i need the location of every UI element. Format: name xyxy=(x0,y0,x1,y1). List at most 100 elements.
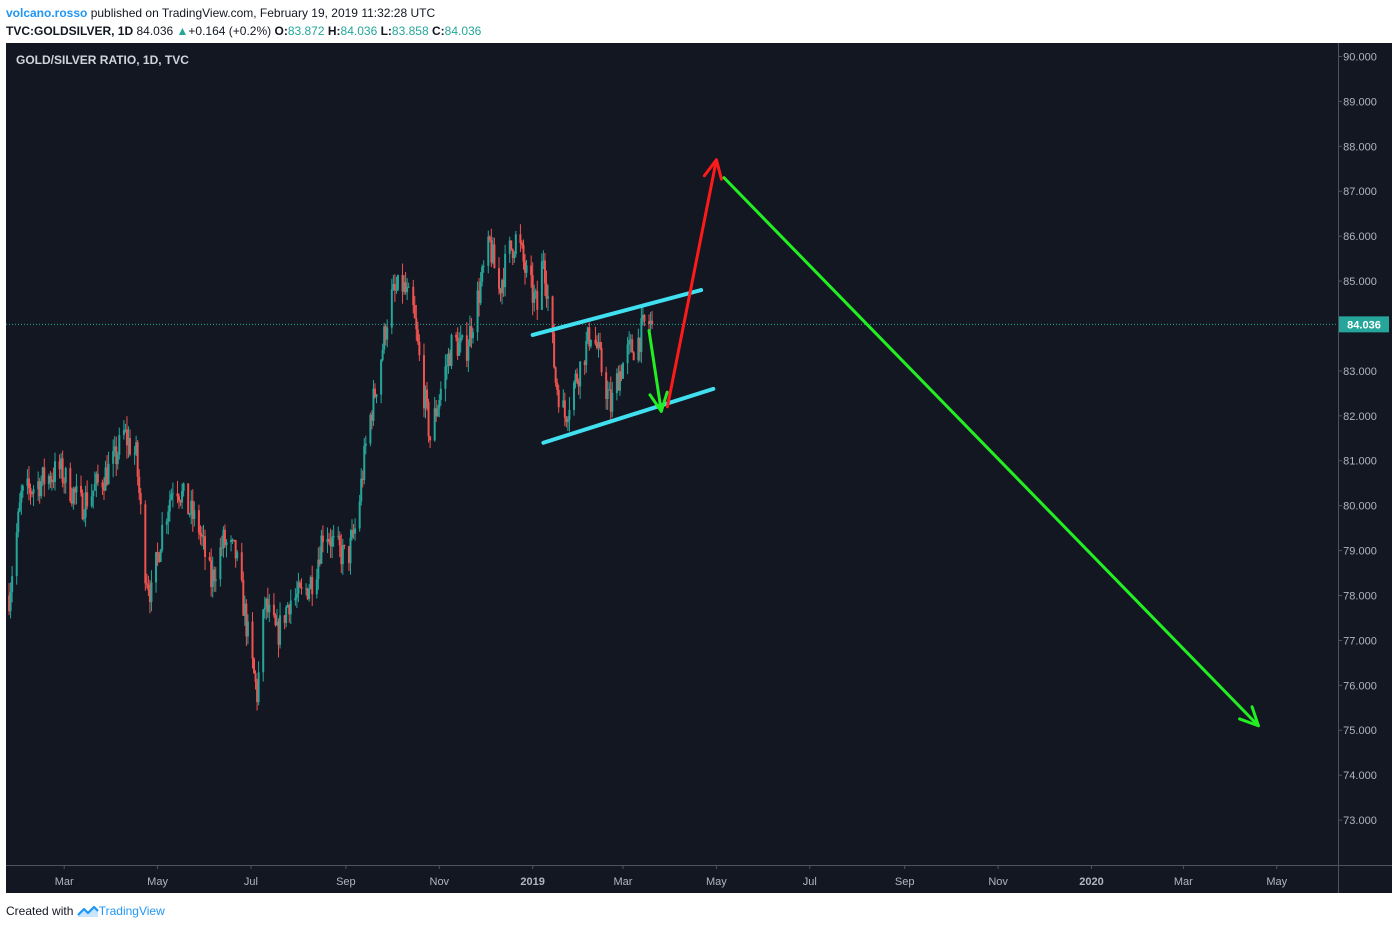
up-arrow-icon: ▲ xyxy=(176,24,189,38)
candle-body xyxy=(337,535,340,537)
candle-body xyxy=(565,417,568,423)
candle-body xyxy=(83,517,86,520)
channel-lower-line[interactable] xyxy=(541,386,716,445)
candle-body xyxy=(294,597,297,601)
channel-upper-line[interactable] xyxy=(530,288,704,337)
candle-body xyxy=(568,409,571,420)
candle-body xyxy=(617,373,620,391)
candle-body xyxy=(648,321,651,324)
candle-body xyxy=(501,280,504,294)
candle-body xyxy=(73,488,76,493)
candle-body xyxy=(615,373,618,394)
candle-body xyxy=(577,381,580,387)
candle-body xyxy=(352,530,355,534)
candle-body xyxy=(622,363,625,379)
candle-body xyxy=(455,334,458,338)
candle-body xyxy=(595,343,598,348)
tradingview-link[interactable]: TradingView xyxy=(98,904,165,918)
arrow-down-small[interactable] xyxy=(647,328,663,413)
symbol-line: TVC:GOLDSILVER, 1D 84.036 ▲+0.164 (+0.2%… xyxy=(6,22,481,40)
candle-body xyxy=(407,286,410,288)
candle-body xyxy=(597,342,600,348)
arrow-down-small-head xyxy=(648,390,669,413)
close-label: C: xyxy=(431,24,445,38)
candle-body xyxy=(321,535,324,543)
candle-body xyxy=(243,603,246,616)
candle-body xyxy=(208,557,211,561)
price-tick-label: 75.000 xyxy=(1343,725,1377,737)
candle-body xyxy=(533,292,536,303)
candle-body xyxy=(361,478,364,481)
published-text: published on TradingView.com, February 1… xyxy=(90,6,436,20)
arrow-down-long[interactable] xyxy=(722,176,1260,728)
candle-body xyxy=(514,234,517,255)
author-link[interactable]: volcano.rosso xyxy=(6,6,88,20)
candle-body xyxy=(433,408,436,441)
candle-body xyxy=(305,588,308,590)
candle-body xyxy=(69,468,72,501)
candle-body xyxy=(279,615,282,645)
candle-body xyxy=(426,389,429,403)
candle-body xyxy=(167,511,170,522)
candle-body xyxy=(272,604,275,616)
candle-body xyxy=(531,275,534,303)
symbol-label: TVC:GOLDSILVER, 1D xyxy=(6,24,134,38)
candle-body xyxy=(606,389,609,400)
candle-body xyxy=(219,547,222,580)
price-axis[interactable] xyxy=(1338,43,1392,865)
candle-body xyxy=(86,492,89,507)
footer: Created with TradingView xyxy=(6,904,165,918)
candle-body xyxy=(491,244,494,263)
candle-body xyxy=(415,318,418,330)
open-label: O: xyxy=(274,24,288,38)
candle-body xyxy=(416,329,419,342)
candle-body xyxy=(306,588,309,599)
candle-body xyxy=(263,607,266,610)
price-tick-label: 80.000 xyxy=(1343,501,1377,513)
candle-body xyxy=(340,545,343,565)
plot-area[interactable] xyxy=(6,43,1338,865)
candle-body xyxy=(439,388,442,401)
candle-body xyxy=(467,346,470,361)
arrow-up-red[interactable] xyxy=(665,158,718,409)
candle-body xyxy=(456,337,459,356)
candle-body xyxy=(233,539,236,541)
candle-body xyxy=(482,265,485,267)
candle-body xyxy=(632,352,635,361)
candle-body xyxy=(347,546,350,564)
candle-body xyxy=(476,290,479,333)
candle-body xyxy=(214,579,217,582)
candle-body xyxy=(27,478,30,489)
price-tick-label: 79.000 xyxy=(1343,546,1377,558)
time-axis[interactable] xyxy=(6,865,1338,893)
candle-body xyxy=(106,467,109,485)
candle-body xyxy=(63,482,66,484)
candle-body xyxy=(637,337,640,361)
candle-body xyxy=(96,473,99,483)
candle-body xyxy=(406,287,409,293)
price-tick-label: 82.000 xyxy=(1343,411,1377,423)
candle-body xyxy=(404,282,407,293)
time-tick-label: Jul xyxy=(244,876,258,888)
change-value: +0.164 (+0.2%) xyxy=(188,24,272,38)
price-tick-label: 78.000 xyxy=(1343,590,1377,602)
candle-body xyxy=(424,389,427,409)
candle-body xyxy=(524,261,527,273)
candle-body xyxy=(384,326,387,340)
candle-body xyxy=(364,443,367,446)
candle-body xyxy=(554,367,557,383)
candle-body xyxy=(450,334,453,366)
price-tick-label: 83.000 xyxy=(1343,366,1377,378)
candle-body xyxy=(373,388,376,397)
candle-body xyxy=(81,492,84,520)
candle-body xyxy=(557,389,560,408)
candle-body xyxy=(309,577,312,589)
low-label: L: xyxy=(380,24,392,38)
candle-body xyxy=(542,260,545,262)
candle-body xyxy=(171,493,174,495)
candle-body xyxy=(354,528,357,534)
time-tick-label: May xyxy=(1266,876,1287,888)
candle-body xyxy=(375,394,378,397)
time-tick-label: Sep xyxy=(336,876,356,888)
